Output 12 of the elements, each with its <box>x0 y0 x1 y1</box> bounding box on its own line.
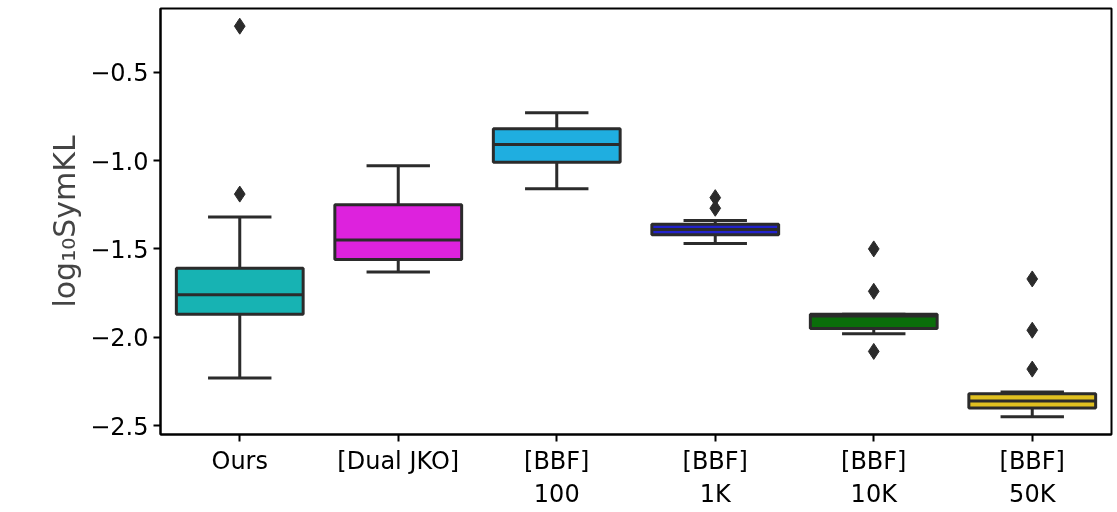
y-tick-label: −2.5 <box>90 412 149 441</box>
x-tick-label: [BBF] 100 <box>524 446 590 509</box>
y-tick-label: −1.0 <box>90 147 149 176</box>
y-axis-title: log₁₀SymKL <box>47 135 83 308</box>
x-tick-label: [BBF] 1K <box>682 446 748 509</box>
x-tick-label: [BBF] 10K <box>841 446 907 509</box>
x-tick-label: [Dual JKO] <box>337 446 460 475</box>
x-tick-label: Ours <box>211 446 268 475</box>
y-tick-label: −2.0 <box>90 324 149 353</box>
x-tick-label: [BBF] 50K <box>999 446 1065 509</box>
y-tick-label: −1.5 <box>90 235 149 264</box>
y-tick-label: −0.5 <box>90 59 149 88</box>
